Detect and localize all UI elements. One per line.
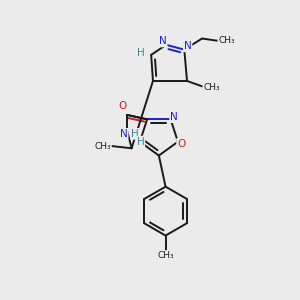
Text: O: O [177,139,185,149]
Text: H: H [131,129,139,139]
Text: N: N [120,129,128,139]
Text: N: N [170,112,178,122]
Text: CH₃: CH₃ [203,83,220,92]
Text: H: H [137,48,145,58]
Text: H: H [136,136,144,147]
Text: CH₃: CH₃ [218,36,235,45]
Text: N: N [184,41,191,51]
Text: CH₃: CH₃ [94,142,111,151]
Text: N: N [159,36,167,46]
Text: CH₃: CH₃ [157,251,174,260]
Text: O: O [118,101,127,111]
